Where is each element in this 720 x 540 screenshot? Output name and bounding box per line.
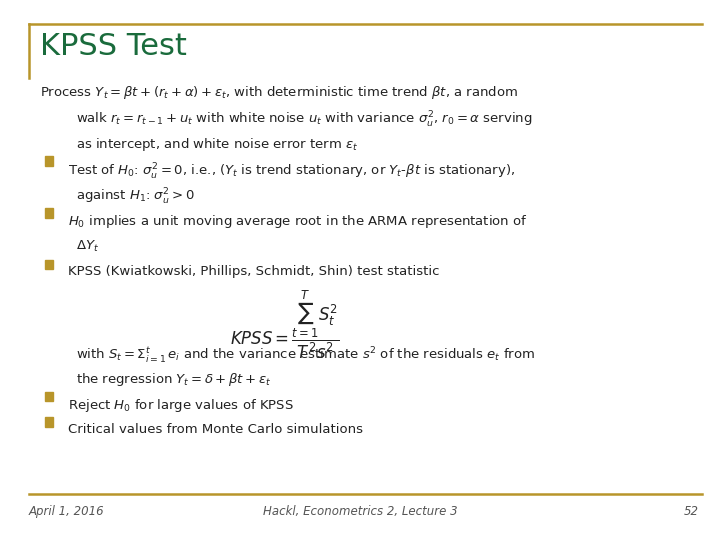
Bar [45,392,53,401]
Text: Test of $H_0$: $\sigma_u^2 = 0$, i.e., ($Y_t$ is trend stationary, or $Y_t$-$\be: Test of $H_0$: $\sigma_u^2 = 0$, i.e., (… [68,161,516,181]
Text: as intercept, and white noise error term $\varepsilon_t$: as intercept, and white noise error term… [76,136,358,152]
Text: $KPSS = \dfrac{\sum_{t=1}^{T} S_t^2}{T^2 s^2}$: $KPSS = \dfrac{\sum_{t=1}^{T} S_t^2}{T^2… [230,288,340,361]
Text: walk $r_t = r_{t-1} + u_t$ with white noise $u_t$ with variance $\sigma_u^2$, $r: walk $r_t = r_{t-1} + u_t$ with white no… [76,110,532,130]
Text: the regression $Y_t = \delta + \beta t + \varepsilon_t$: the regression $Y_t = \delta + \beta t +… [76,371,271,388]
Text: April 1, 2016: April 1, 2016 [29,505,104,518]
Text: Process $Y_t = \beta t + (r_t + \alpha) + \varepsilon_t$, with deterministic tim: Process $Y_t = \beta t + (r_t + \alpha) … [40,84,518,100]
Text: $\Delta Y_t$: $\Delta Y_t$ [76,239,99,254]
Text: with $S_t = \Sigma_{i=1}^{t}\, e_i$ and the variance estimate $s^2$ of the resid: with $S_t = \Sigma_{i=1}^{t}\, e_i$ and … [76,345,535,365]
Bar [45,417,53,427]
Text: KPSS (Kwiatkowski, Phillips, Schmidt, Shin) test statistic: KPSS (Kwiatkowski, Phillips, Schmidt, Sh… [68,265,440,278]
Text: 52: 52 [683,505,698,518]
Text: Critical values from Monte Carlo simulations: Critical values from Monte Carlo simulat… [68,423,364,436]
Bar [45,208,53,218]
Text: Hackl, Econometrics 2, Lecture 3: Hackl, Econometrics 2, Lecture 3 [263,505,457,518]
Text: against $H_1$: $\sigma_u^2 > 0$: against $H_1$: $\sigma_u^2 > 0$ [76,187,194,207]
Bar [45,156,53,166]
Text: $H_0$ implies a unit moving average root in the ARMA representation of: $H_0$ implies a unit moving average root… [68,213,528,230]
Text: KPSS Test: KPSS Test [40,32,186,62]
Bar [45,260,53,269]
Text: Reject $H_0$ for large values of KPSS: Reject $H_0$ for large values of KPSS [68,397,294,414]
